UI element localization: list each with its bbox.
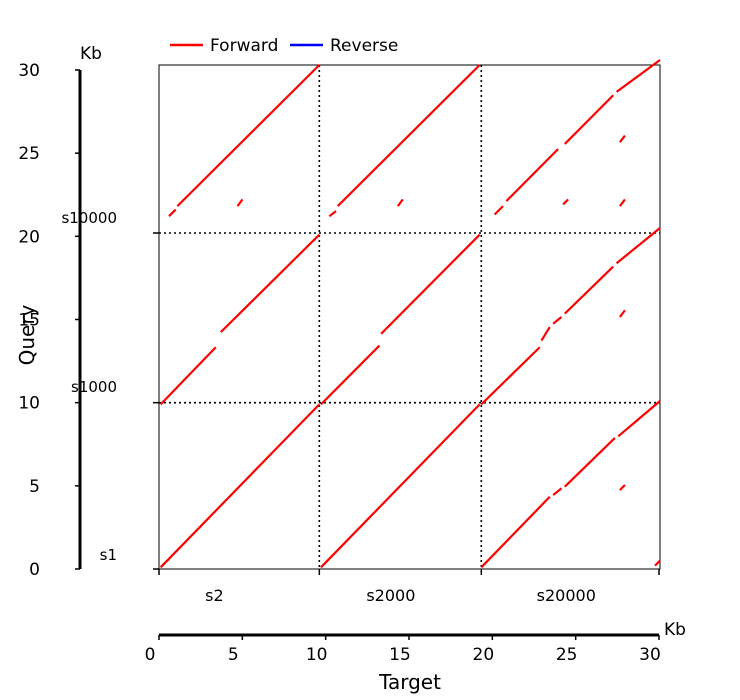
forward-segment xyxy=(619,309,626,318)
y-tick-label: 5 xyxy=(29,477,40,497)
forward-segment xyxy=(619,198,626,207)
forward-segment xyxy=(159,403,321,569)
target-sequence-name: s2000 xyxy=(366,586,415,605)
forward-segment xyxy=(328,210,337,218)
alignment-segments xyxy=(159,59,661,569)
x-tick-label: 5 xyxy=(228,645,239,665)
forward-segment xyxy=(562,198,569,206)
y-axis-ticks: 0 5 10 15 20 25 30 xyxy=(18,61,80,580)
forward-segment xyxy=(396,198,404,207)
forward-segment xyxy=(320,403,481,569)
y-tick-label: 30 xyxy=(18,61,40,81)
forward-segment xyxy=(480,346,541,406)
target-sequence-names: s2 s2000 s20000 xyxy=(158,569,660,605)
x-axis-unit: Kb xyxy=(664,620,686,640)
forward-segment xyxy=(552,487,563,496)
y-axis-unit: Kb xyxy=(80,44,102,64)
sequence-boundaries xyxy=(159,65,660,569)
forward-segment xyxy=(168,208,177,217)
forward-segment xyxy=(320,344,381,406)
y-tick-label: 15 xyxy=(18,311,40,331)
x-tick-label: 25 xyxy=(556,645,578,665)
forward-segment xyxy=(236,198,244,207)
forward-segment xyxy=(176,64,321,207)
y-tick-label: 10 xyxy=(18,394,40,414)
legend-forward-label: Forward xyxy=(210,36,278,56)
forward-segment xyxy=(564,437,616,488)
legend: Forward Reverse xyxy=(170,36,398,56)
x-axis-label: Target xyxy=(378,670,441,694)
forward-segment xyxy=(159,346,217,406)
forward-segment xyxy=(336,64,481,207)
y-tick-label: 20 xyxy=(18,227,40,247)
y-tick-label: 0 xyxy=(29,560,40,580)
forward-segment xyxy=(505,148,559,202)
query-sequence-name: s1 xyxy=(100,546,117,564)
x-axis-ticks: 0 5 10 15 20 25 30 xyxy=(145,635,661,665)
forward-segment xyxy=(493,205,504,216)
forward-segment xyxy=(480,495,551,569)
x-tick-label: 10 xyxy=(306,645,328,665)
forward-segment xyxy=(615,59,661,93)
query-sequence-name: s10000 xyxy=(61,209,117,227)
forward-segment xyxy=(540,326,551,342)
forward-segment xyxy=(617,400,661,438)
forward-segment xyxy=(564,94,615,145)
forward-segment xyxy=(552,316,563,325)
y-tick-label: 25 xyxy=(18,144,40,164)
target-sequence-name: s2 xyxy=(205,586,224,605)
forward-segment xyxy=(220,233,321,333)
forward-segment xyxy=(619,484,626,491)
forward-segment xyxy=(654,559,661,567)
x-tick-label: 30 xyxy=(639,645,661,665)
target-sequence-name: s20000 xyxy=(537,586,596,605)
plot-frame xyxy=(158,64,661,570)
x-tick-label: 0 xyxy=(145,645,156,665)
x-tick-label: 15 xyxy=(389,645,411,665)
query-sequence-name: s1000 xyxy=(71,378,117,396)
legend-reverse-label: Reverse xyxy=(330,36,398,56)
forward-segment xyxy=(619,134,626,143)
query-sequence-names: s1 s1000 s10000 xyxy=(61,209,159,570)
x-tick-label: 20 xyxy=(473,645,495,665)
y-axis-label: Query xyxy=(15,304,39,365)
forward-segment xyxy=(380,233,481,335)
forward-segment xyxy=(615,227,661,265)
forward-segment xyxy=(564,265,615,315)
